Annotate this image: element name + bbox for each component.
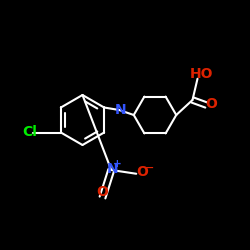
- Text: HO: HO: [190, 67, 213, 81]
- Text: N: N: [114, 103, 126, 117]
- Text: O: O: [96, 186, 108, 200]
- Text: O: O: [205, 97, 217, 111]
- Text: Cl: Cl: [22, 126, 37, 140]
- Text: −: −: [144, 163, 154, 173]
- Text: N: N: [107, 162, 118, 176]
- Text: O: O: [136, 166, 148, 179]
- Text: +: +: [113, 159, 122, 169]
